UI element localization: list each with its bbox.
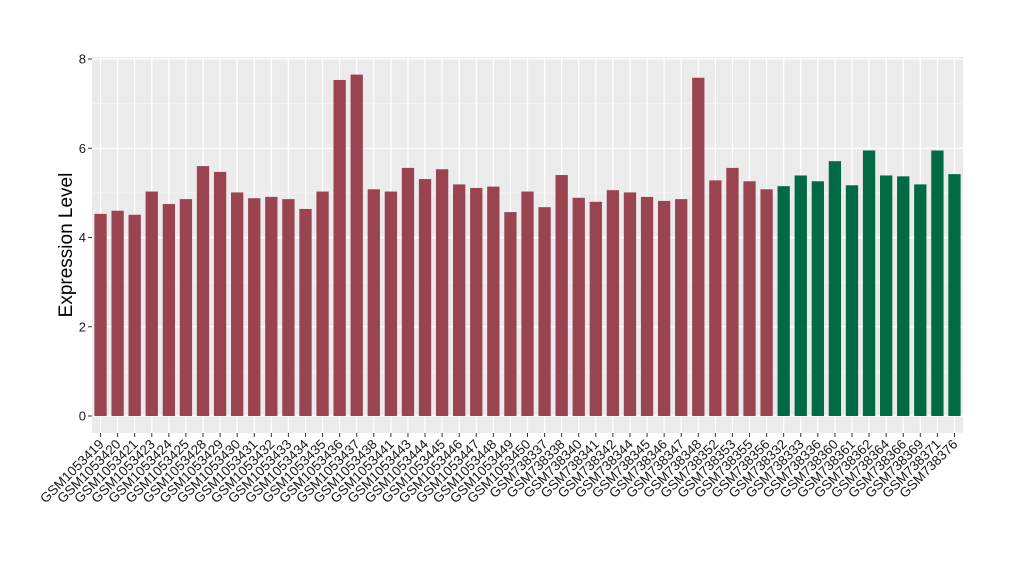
bar-GSM1053441 bbox=[384, 191, 398, 416]
y-tick-label: 0 bbox=[79, 409, 86, 424]
bar-GSM738345 bbox=[640, 196, 654, 416]
y-tick-label: 2 bbox=[79, 319, 86, 334]
bar-GSM738366 bbox=[897, 176, 910, 416]
bar-GSM738353 bbox=[726, 167, 739, 416]
bar-GSM1053435 bbox=[316, 191, 329, 416]
bar-GSM738337 bbox=[538, 207, 551, 416]
bar-GSM1053449 bbox=[504, 212, 517, 416]
bar-GSM738347 bbox=[675, 199, 688, 416]
bar-GSM1053431 bbox=[248, 198, 261, 416]
bar-GSM738344 bbox=[623, 192, 637, 416]
bar-GSM1053450 bbox=[521, 191, 534, 416]
bar-GSM738355 bbox=[743, 181, 756, 416]
bar-GSM738362 bbox=[862, 150, 876, 416]
bar-GSM1053424 bbox=[162, 204, 176, 416]
bar-GSM738340 bbox=[572, 197, 585, 416]
bar-GSM738364 bbox=[879, 175, 893, 416]
bar-GSM738376 bbox=[948, 174, 961, 416]
bar-GSM738342 bbox=[606, 190, 620, 416]
bar-GSM1053445 bbox=[435, 169, 449, 416]
bar-GSM1053446 bbox=[453, 184, 466, 416]
bar-GSM738361 bbox=[845, 185, 859, 416]
bar-GSM1053433 bbox=[282, 199, 295, 416]
y-axis-title: Expression Level bbox=[56, 173, 77, 318]
bar-GSM1053437 bbox=[350, 74, 363, 417]
bar-GSM1053423 bbox=[145, 191, 158, 416]
bar-GSM1053421 bbox=[128, 214, 141, 416]
y-axis: 0 2 4 6 8 bbox=[79, 52, 92, 424]
bar-GSM1053434 bbox=[299, 208, 312, 416]
bar-GSM738348 bbox=[692, 77, 705, 417]
bar-series bbox=[94, 74, 961, 417]
bar-GSM1053420 bbox=[111, 210, 124, 416]
bar-GSM1053448 bbox=[487, 186, 500, 416]
y-tick-label: 6 bbox=[79, 141, 86, 156]
bar-GSM1053430 bbox=[231, 192, 244, 416]
bar-GSM1053443 bbox=[401, 167, 415, 416]
y-tick-label: 4 bbox=[79, 230, 86, 245]
bar-GSM1053432 bbox=[265, 196, 278, 416]
bar-GSM1053425 bbox=[179, 199, 193, 416]
bar-GSM738360 bbox=[828, 161, 842, 416]
bar-GSM1053429 bbox=[213, 171, 227, 416]
x-axis: GSM1053419GSM1053420GSM1053421GSM1053423… bbox=[37, 433, 961, 506]
bar-GSM738369 bbox=[914, 184, 927, 416]
bar-GSM1053438 bbox=[367, 189, 380, 416]
y-tick-label: 8 bbox=[79, 52, 86, 67]
bar-GSM738346 bbox=[657, 200, 671, 416]
bar-GSM738332 bbox=[777, 186, 790, 416]
bar-GSM738356 bbox=[760, 189, 773, 416]
bar-GSM738352 bbox=[709, 180, 722, 416]
bar-GSM1053419 bbox=[94, 213, 107, 416]
bar-GSM1053447 bbox=[470, 187, 483, 416]
bar-GSM738371 bbox=[931, 150, 944, 416]
bar-GSM1053428 bbox=[196, 166, 210, 416]
bar-GSM1053444 bbox=[418, 179, 432, 416]
bar-GSM1053436 bbox=[333, 79, 346, 416]
bar-GSM738333 bbox=[794, 175, 807, 416]
bar-GSM738341 bbox=[589, 201, 602, 416]
bar-GSM738338 bbox=[555, 175, 568, 416]
bar-GSM738336 bbox=[811, 181, 824, 416]
